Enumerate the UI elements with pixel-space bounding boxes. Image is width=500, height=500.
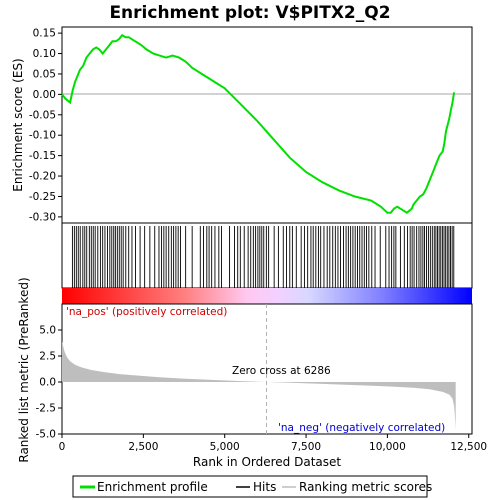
pos-annotation: 'na_pos' (positively correlated) <box>66 306 227 318</box>
hit-marks <box>71 226 455 288</box>
es-y-tick-label: -0.05 <box>29 109 56 121</box>
es-panel-frame <box>61 26 473 224</box>
es-y-tick-label: -0.30 <box>29 211 56 223</box>
legend-item-hits: Hits <box>253 480 276 494</box>
es-y-axis-label: Enrichment score (ES) <box>11 58 25 191</box>
es-y-ticks: 0.15 0.10 0.05 0.00 -0.05 -0.10 -0.15 -0.20 -0.2… <box>29 28 62 223</box>
x-axis-ticks: 0 2,500 5,000 7,500 10,000 12,500 <box>59 434 487 453</box>
metric-y-tick-label: -5.0 <box>36 429 57 441</box>
x-axis-label: Rank in Ordered Dataset <box>193 455 341 469</box>
neg-annotation: 'na_neg' (negatively correlated) <box>278 422 445 434</box>
legend: Enrichment profile Hits Ranking metric s… <box>72 475 432 498</box>
metric-y-tick-label: -2.5 <box>36 403 57 415</box>
x-tick-label: 5,000 <box>210 441 240 453</box>
zero-cross-annotation: Zero cross at 6286 <box>232 365 331 377</box>
legend-item-enrichment-profile: Enrichment profile <box>97 480 208 494</box>
x-tick-label: 2,500 <box>128 441 158 453</box>
es-y-tick-label: -0.20 <box>29 171 56 183</box>
es-y-tick-label: 0.05 <box>33 68 56 80</box>
hits-panel <box>61 222 473 289</box>
es-y-tick-label: 0.10 <box>33 48 56 60</box>
es-panel: 0.15 0.10 0.05 0.00 -0.05 -0.10 -0.15 -0.20 -0.2… <box>11 26 473 224</box>
es-y-tick-label: 0.00 <box>33 89 56 101</box>
rank-color-band <box>62 288 472 304</box>
hits-panel-frame <box>61 222 473 289</box>
es-y-tick-label: 0.15 <box>33 28 56 40</box>
x-tick-label: 7,500 <box>291 441 321 453</box>
x-tick-label: 12,500 <box>450 441 487 453</box>
x-tick-label: 0 <box>59 441 66 453</box>
es-y-tick-label: -0.25 <box>29 191 56 203</box>
x-tick-label: 10,000 <box>369 441 406 453</box>
metric-y-tick-label: 2.5 <box>39 351 56 363</box>
enrichment-profile-line <box>61 33 456 215</box>
ranking-metric-area <box>62 341 456 430</box>
rank-gradient-bar <box>62 288 472 304</box>
legend-item-ranking-metric: Ranking metric scores <box>299 480 432 494</box>
metric-y-tick-label: 0.0 <box>39 377 56 389</box>
metric-y-tick-label: 5.0 <box>39 325 56 337</box>
metric-y-ticks: 5.0 2.5 0.0 -2.5 -5.0 <box>36 325 62 441</box>
es-y-tick-label: -0.10 <box>29 130 56 142</box>
metric-y-axis-label: Ranked list metric (PreRanked) <box>17 277 31 462</box>
es-y-tick-label: -0.15 <box>29 150 56 162</box>
metric-panel: 5.0 2.5 0.0 -2.5 -5.0 'na_pos' (positively c… <box>17 277 473 463</box>
chart-title: Enrichment plot: V$PITX2_Q2 <box>109 3 390 23</box>
